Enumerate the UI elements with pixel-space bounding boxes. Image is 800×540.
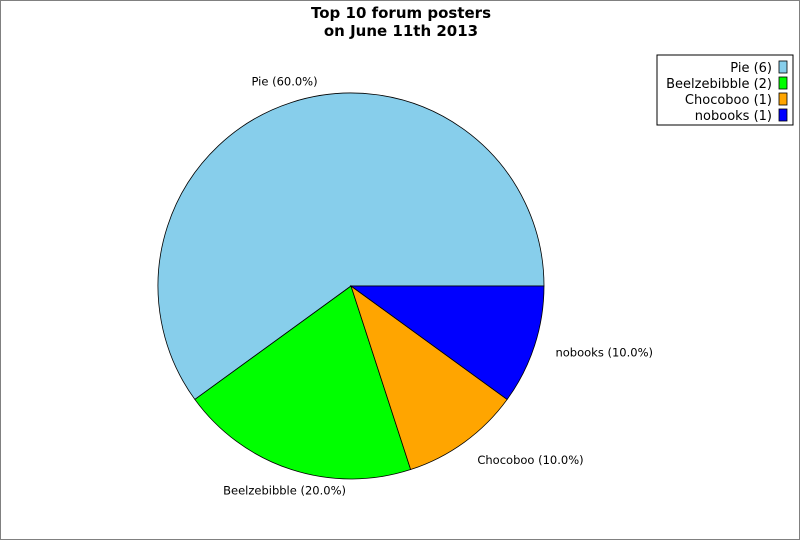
chart-title-line-2: on June 11th 2013 [324, 22, 478, 40]
pie-slice-pie [157, 92, 545, 401]
legend-entry-nobooks: nobooks (1) [695, 109, 772, 124]
legend-box [656, 54, 794, 126]
slice-label-pie: Pie (60.0%) [251, 75, 317, 89]
slice-label-chocoboo: Chocoboo (10.0%) [477, 453, 583, 467]
pie-slice-beelzebibble [194, 285, 412, 480]
legend: Pie (6)Beelzebibble (2)Chocoboo (1)noboo… [656, 54, 794, 126]
legend-swatch-beelzebibble [778, 76, 788, 90]
legend-entry-beelzebibble: Beelzebibble (2) [666, 77, 772, 92]
legend-swatch-nobooks [778, 108, 788, 122]
pie-slice-chocoboo [350, 284, 508, 471]
legend-entry-chocoboo: Chocoboo (1) [685, 93, 772, 108]
slice-label-nobooks: nobooks (10.0%) [555, 345, 653, 359]
legend-swatch-chocoboo [778, 92, 788, 106]
legend-entry-pie: Pie (6) [730, 61, 772, 76]
pie-slice-nobooks [349, 285, 545, 401]
legend-swatch-pie [778, 60, 788, 74]
slice-label-beelzebibble: Beelzebibble (20.0%) [223, 483, 346, 497]
chart-title-line-1: Top 10 forum posters [311, 4, 491, 22]
